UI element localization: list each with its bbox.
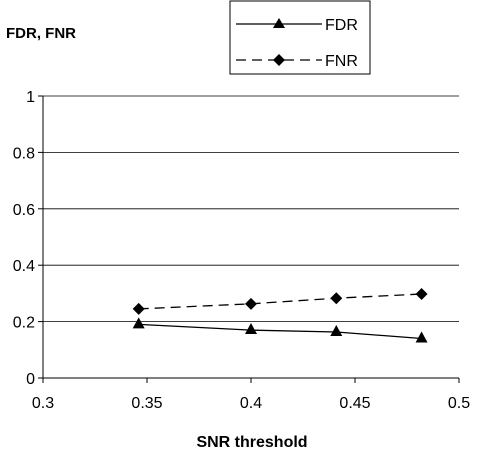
x-tick-label-4: 0.5 — [448, 395, 470, 412]
series-line-fnr — [138, 293, 422, 310]
series-line-fdr — [138, 323, 422, 340]
x-axis-label: SNR threshold — [196, 434, 307, 451]
legend-fnr-label: FNR — [325, 53, 358, 70]
x-tick-label-2: 0.4 — [240, 395, 262, 412]
x-tick-label-0: 0.3 — [32, 395, 54, 412]
y-tick-label-3: 0.6 — [13, 202, 35, 219]
y-tick-label-0: 0 — [26, 371, 35, 388]
legend-fnr-marker — [273, 54, 285, 66]
data-point-fdr-1 — [245, 323, 257, 335]
series-group — [132, 287, 428, 343]
data-point-fdr-3 — [415, 331, 428, 343]
grid-lines — [43, 95, 459, 323]
y-tick-label-2: 0.4 — [13, 258, 35, 275]
data-point-fnr-3 — [415, 287, 428, 300]
y-tick-label-4: 0.8 — [13, 145, 35, 162]
legend-fdr-marker — [273, 18, 285, 28]
data-point-fdr-2 — [330, 325, 343, 337]
x-tick-labels: 0.3 0.35 0.4 0.45 0.5 — [32, 395, 470, 412]
x-tick-label-3: 0.45 — [339, 395, 370, 412]
data-point-fdr-0 — [132, 317, 145, 329]
legend: FDR FNR — [229, 0, 371, 75]
x-tick-label-1: 0.35 — [131, 395, 162, 412]
axes — [38, 95, 460, 383]
data-point-fnr-2 — [330, 292, 343, 305]
legend-box — [229, 0, 371, 75]
legend-fdr-label: FDR — [325, 17, 358, 34]
data-point-fnr-0 — [132, 302, 145, 315]
data-point-fnr-1 — [245, 297, 257, 310]
y-tick-label-5: 1 — [26, 89, 35, 106]
y-axis-label: FDR, FNR — [6, 25, 76, 42]
y-tick-labels: 0 0.2 0.4 0.6 0.8 1 — [13, 89, 35, 388]
y-tick-label-1: 0.2 — [13, 315, 35, 332]
